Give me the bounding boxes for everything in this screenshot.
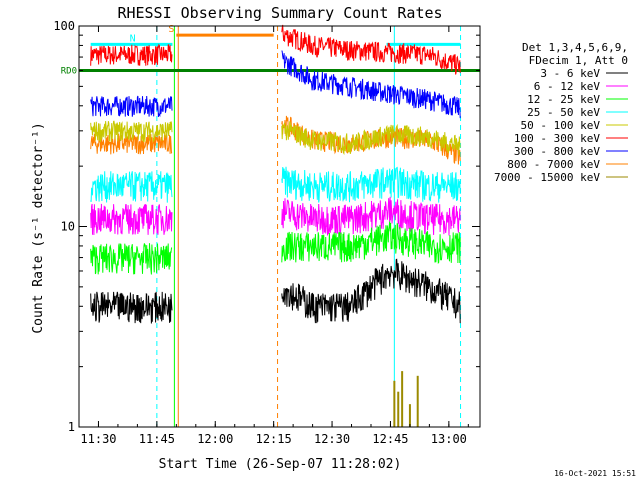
x-tick-label: 13:00	[431, 432, 467, 446]
legend-header: FDecim 1, Att 0	[529, 54, 628, 67]
legend-entry-label: 25 - 50 keV	[527, 106, 600, 119]
x-tick-label: 11:45	[139, 432, 175, 446]
legend-entry-label: 7000 - 15000 keV	[494, 171, 600, 184]
series-line	[90, 221, 461, 275]
legend-entry-label: 800 - 7000 keV	[507, 158, 600, 171]
timestamp: 16-Oct-2021 15:51	[554, 469, 636, 478]
y-tick-label: 100	[53, 19, 75, 33]
y-tick-label: 1	[68, 420, 75, 434]
legend-entry-label: 100 - 300 keV	[514, 132, 600, 145]
legend-entry-label: 300 - 800 keV	[514, 145, 600, 158]
legend-entry-label: 3 - 6 keV	[540, 67, 600, 80]
x-tick-label: 12:00	[197, 432, 233, 446]
y-axis-label: Count Rate (s⁻¹ detector⁻¹)	[31, 122, 46, 333]
series-line	[90, 24, 461, 75]
legend-entry-label: 50 - 100 keV	[521, 119, 601, 132]
legend-header: Det 1,3,4,5,6,9,	[522, 41, 628, 54]
plot-content: RD0 N S	[61, 24, 480, 427]
axes: 11:30 11:45 12:00 12:15 12:30 12:45 13:00 1 10 10…	[53, 19, 480, 446]
x-axis-label: Start Time (26-Sep-07 11:28:02)	[159, 457, 402, 472]
legend-entry-label: 6 - 12 keV	[534, 80, 601, 93]
legend: Det 1,3,4,5,6,9,FDecim 1, Att 03 - 6 keV…	[494, 41, 628, 184]
state-label: S	[168, 24, 174, 35]
x-tick-label: 12:15	[256, 432, 292, 446]
chart-title: RHESSI Observing Summary Count Rates	[117, 4, 442, 22]
y-tick-label: 10	[61, 220, 75, 234]
x-tick-label: 12:45	[372, 432, 408, 446]
x-tick-label: 12:30	[314, 432, 350, 446]
series-line	[90, 50, 461, 119]
series-line	[90, 115, 461, 165]
series-line	[90, 258, 461, 324]
state-label: N	[130, 33, 136, 44]
legend-entry-label: 12 - 25 keV	[527, 93, 600, 106]
rd0-label: RD0	[61, 66, 77, 76]
series-line	[90, 166, 461, 203]
x-tick-label: 11:30	[80, 432, 116, 446]
series-line	[90, 120, 461, 156]
series-line	[90, 196, 461, 236]
